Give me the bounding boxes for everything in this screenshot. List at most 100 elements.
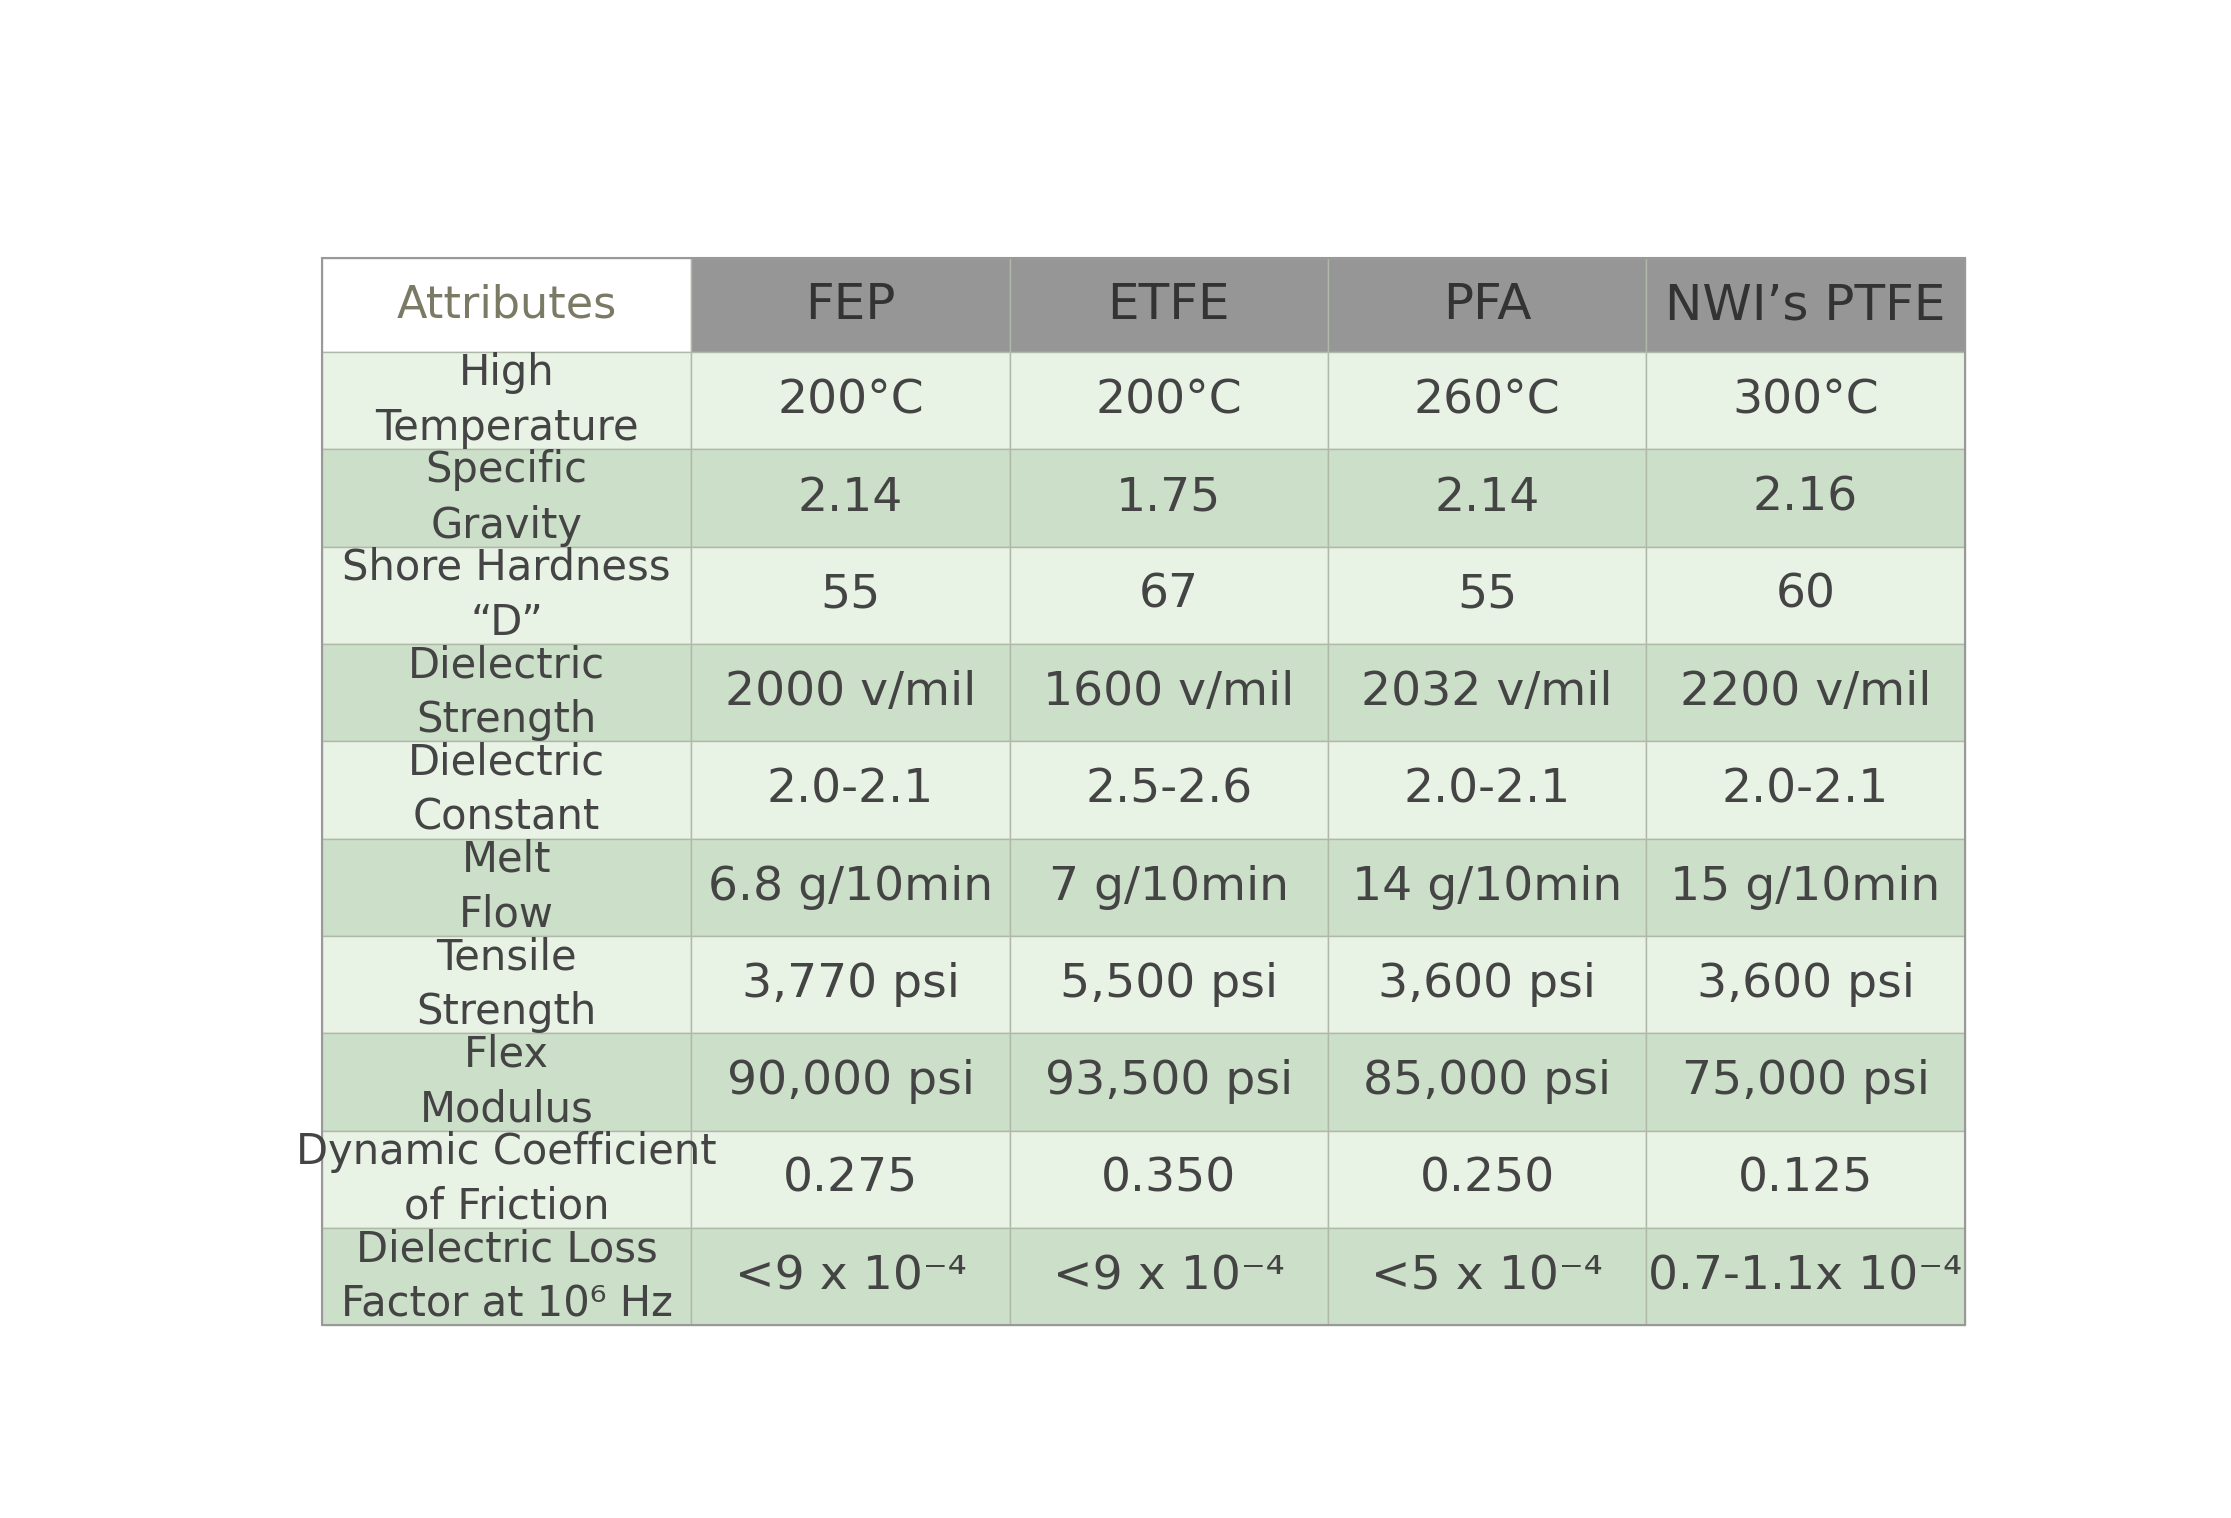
Bar — [321, 1034, 692, 1131]
Bar — [692, 937, 1011, 1034]
Bar — [1327, 449, 1646, 546]
Bar — [1011, 352, 1327, 449]
Text: 1.75: 1.75 — [1116, 475, 1220, 521]
Text: <9 x 10⁻⁴: <9 x 10⁻⁴ — [1053, 1254, 1285, 1299]
Text: Melt
Flow: Melt Flow — [460, 839, 553, 937]
Text: 200°C: 200°C — [1095, 378, 1243, 424]
Text: 0.125: 0.125 — [1738, 1157, 1874, 1202]
Bar — [321, 546, 692, 644]
Text: 2.0-2.1: 2.0-2.1 — [1403, 768, 1571, 812]
Text: 3,600 psi: 3,600 psi — [1696, 962, 1914, 1006]
Text: 200°C: 200°C — [776, 378, 924, 424]
Bar — [1011, 1228, 1327, 1325]
Bar — [1327, 937, 1646, 1034]
Text: FEP: FEP — [805, 281, 895, 329]
Bar — [1011, 1034, 1327, 1131]
Bar — [1011, 937, 1327, 1034]
Text: 0.250: 0.250 — [1419, 1157, 1555, 1202]
Text: 93,500 psi: 93,500 psi — [1044, 1060, 1294, 1105]
Bar — [692, 644, 1011, 741]
Text: 14 g/10min: 14 g/10min — [1352, 865, 1622, 909]
Text: 2.0-2.1: 2.0-2.1 — [1722, 768, 1890, 812]
Text: 2032 v/mil: 2032 v/mil — [1361, 669, 1613, 715]
Text: 260°C: 260°C — [1414, 378, 1559, 424]
Text: 90,000 psi: 90,000 psi — [727, 1060, 975, 1105]
Bar — [321, 838, 692, 937]
Text: Specific
Gravity: Specific Gravity — [426, 449, 587, 546]
Text: Dielectric
Constant: Dielectric Constant — [408, 741, 605, 838]
Text: <9 x 10⁻⁴: <9 x 10⁻⁴ — [734, 1254, 966, 1299]
Text: Dielectric
Strength: Dielectric Strength — [408, 644, 605, 741]
Bar — [692, 546, 1011, 644]
Text: 0.350: 0.350 — [1102, 1157, 1236, 1202]
Bar — [692, 741, 1011, 838]
Text: Shore Hardness
“D”: Shore Hardness “D” — [341, 546, 672, 644]
Bar — [321, 644, 692, 741]
Bar — [1646, 644, 1966, 741]
Bar — [1646, 1228, 1966, 1325]
Bar — [321, 937, 692, 1034]
Bar — [1327, 258, 1646, 352]
Text: 2000 v/mil: 2000 v/mil — [725, 669, 977, 715]
Bar — [1646, 741, 1966, 838]
Bar — [321, 258, 692, 352]
Bar — [692, 449, 1011, 546]
Text: 3,600 psi: 3,600 psi — [1379, 962, 1595, 1006]
Bar — [321, 741, 692, 838]
Bar — [1327, 1034, 1646, 1131]
Bar — [1646, 258, 1966, 352]
Text: 5,500 psi: 5,500 psi — [1060, 962, 1278, 1006]
Text: ETFE: ETFE — [1107, 281, 1229, 329]
Bar — [1646, 937, 1966, 1034]
Bar — [1646, 449, 1966, 546]
Bar — [1646, 546, 1966, 644]
Text: 2.14: 2.14 — [1435, 475, 1539, 521]
Bar — [1011, 546, 1327, 644]
Text: 15 g/10min: 15 g/10min — [1671, 865, 1941, 909]
Bar — [321, 352, 692, 449]
Text: Dynamic Coefficient
of Friction: Dynamic Coefficient of Friction — [297, 1131, 716, 1228]
Bar — [1327, 1131, 1646, 1228]
Bar — [692, 838, 1011, 937]
Bar — [1011, 258, 1327, 352]
Bar — [692, 1034, 1011, 1131]
Text: 67: 67 — [1138, 572, 1198, 618]
Text: Attributes: Attributes — [397, 284, 616, 326]
Text: Dielectric Loss
Factor at 10⁶ Hz: Dielectric Loss Factor at 10⁶ Hz — [341, 1228, 672, 1325]
Text: 85,000 psi: 85,000 psi — [1363, 1060, 1611, 1105]
Bar — [1327, 352, 1646, 449]
Text: 300°C: 300°C — [1731, 378, 1879, 424]
Bar — [1327, 644, 1646, 741]
Text: PFA: PFA — [1443, 281, 1530, 329]
Bar — [1327, 1228, 1646, 1325]
Bar — [1327, 741, 1646, 838]
Text: Flex
Modulus: Flex Modulus — [419, 1034, 593, 1131]
Bar — [321, 449, 692, 546]
Bar — [692, 1228, 1011, 1325]
Text: 2.0-2.1: 2.0-2.1 — [767, 768, 935, 812]
Text: <5 x 10⁻⁴: <5 x 10⁻⁴ — [1372, 1254, 1604, 1299]
Text: 2200 v/mil: 2200 v/mil — [1680, 669, 1932, 715]
Bar — [1327, 546, 1646, 644]
Bar — [1011, 449, 1327, 546]
Text: 2.16: 2.16 — [1754, 475, 1858, 521]
Bar — [1646, 838, 1966, 937]
Bar — [1011, 1131, 1327, 1228]
Bar — [1646, 1034, 1966, 1131]
Bar — [1327, 838, 1646, 937]
Text: Tensile
Strength: Tensile Strength — [417, 937, 598, 1034]
Text: 6.8 g/10min: 6.8 g/10min — [707, 865, 993, 909]
Text: 0.275: 0.275 — [783, 1157, 919, 1202]
Text: 7 g/10min: 7 g/10min — [1049, 865, 1290, 909]
Bar — [1011, 838, 1327, 937]
Bar — [1011, 741, 1327, 838]
Text: 0.7-1.1x 10⁻⁴: 0.7-1.1x 10⁻⁴ — [1649, 1254, 1963, 1299]
Text: High
Temperature: High Temperature — [375, 352, 638, 449]
Bar — [1011, 644, 1327, 741]
Bar — [692, 352, 1011, 449]
Text: 55: 55 — [821, 572, 881, 618]
Text: 3,770 psi: 3,770 psi — [741, 962, 959, 1006]
Text: 75,000 psi: 75,000 psi — [1682, 1060, 1930, 1105]
Text: 60: 60 — [1776, 572, 1836, 618]
Text: NWI’s PTFE: NWI’s PTFE — [1664, 281, 1945, 329]
